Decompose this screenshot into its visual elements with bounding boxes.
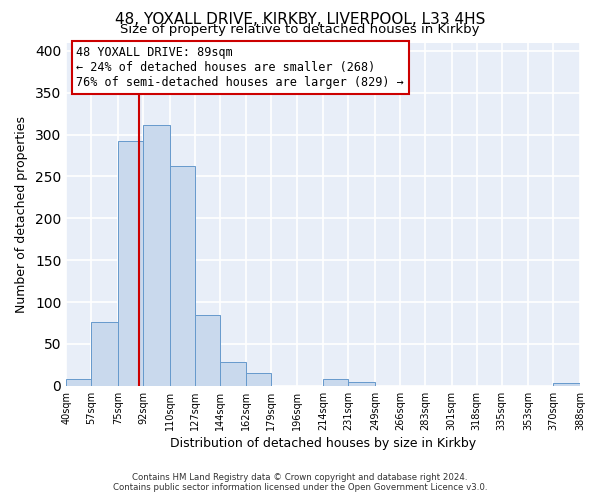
- Bar: [323, 379, 348, 386]
- Bar: [194, 314, 220, 386]
- Bar: [553, 384, 580, 386]
- Bar: [91, 322, 118, 386]
- Y-axis label: Number of detached properties: Number of detached properties: [15, 116, 28, 312]
- Text: 48, YOXALL DRIVE, KIRKBY, LIVERPOOL, L33 4HS: 48, YOXALL DRIVE, KIRKBY, LIVERPOOL, L33…: [115, 12, 485, 28]
- Bar: [247, 374, 271, 386]
- Bar: [118, 142, 143, 386]
- Bar: [170, 166, 194, 386]
- Text: Size of property relative to detached houses in Kirkby: Size of property relative to detached ho…: [120, 22, 480, 36]
- Text: 48 YOXALL DRIVE: 89sqm
← 24% of detached houses are smaller (268)
76% of semi-de: 48 YOXALL DRIVE: 89sqm ← 24% of detached…: [76, 46, 404, 89]
- Bar: [348, 382, 375, 386]
- Text: Contains HM Land Registry data © Crown copyright and database right 2024.
Contai: Contains HM Land Registry data © Crown c…: [113, 473, 487, 492]
- X-axis label: Distribution of detached houses by size in Kirkby: Distribution of detached houses by size …: [170, 437, 476, 450]
- Bar: [220, 362, 247, 386]
- Bar: [143, 124, 170, 386]
- Bar: [66, 379, 91, 386]
